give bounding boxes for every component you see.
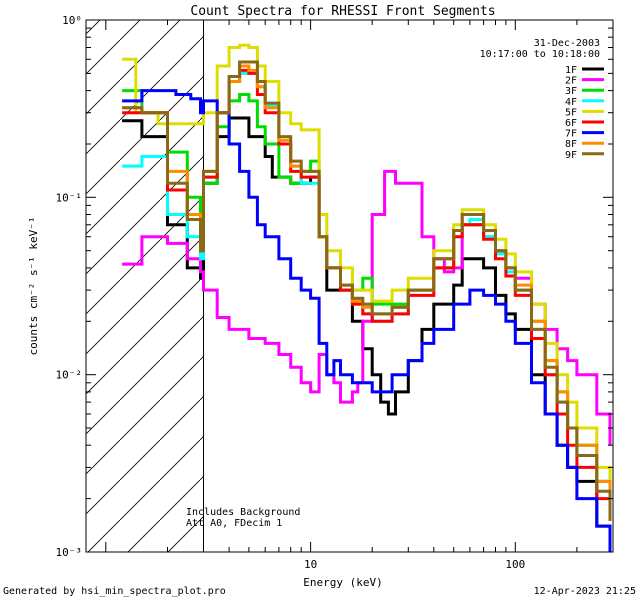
- legend-label-3F: 3F: [565, 86, 577, 97]
- legend-label-9F: 9F: [565, 150, 577, 161]
- legend-label-2F: 2F: [565, 76, 577, 87]
- y-tick-label: 10⁻³: [56, 546, 83, 559]
- legend-label-7F: 7F: [565, 129, 577, 140]
- legend-label-1F: 1F: [565, 65, 577, 76]
- plot-frame: [85, 19, 614, 553]
- y-tick-label: 10⁰: [62, 14, 82, 27]
- y-tick-label: 10⁻²: [56, 369, 83, 382]
- attenuator-hatch-region: [86, 20, 204, 552]
- y-axis-label: counts cm⁻² s⁻¹ keV⁻¹: [27, 216, 40, 355]
- x-axis-label: Energy (keV): [303, 576, 382, 589]
- x-tick-label: 100: [505, 558, 525, 571]
- axis-ticks: 10 100 10⁻³ 10⁻² 10⁻¹ 10⁰: [56, 14, 614, 571]
- note-background: Includes Background: [186, 507, 300, 518]
- x-tick-label: 10: [304, 558, 317, 571]
- series-line-2F: [122, 169, 612, 446]
- time-range-label: 10:17:00 to 10:18:00: [480, 49, 600, 60]
- footer-timestamp: 12-Apr-2023 21:25: [534, 586, 636, 597]
- note-attenuator: Att A0, FDecim 1: [186, 518, 282, 529]
- date-label: 31-Dec-2003: [534, 38, 600, 49]
- legend-label-4F: 4F: [565, 97, 577, 108]
- chart-title: Count Spectra for RHESSI Front Segments: [190, 4, 495, 19]
- legend-label-8F: 8F: [565, 139, 577, 150]
- footer-generated-by: Generated by hsi_min_spectra_plot.pro: [3, 586, 226, 597]
- legend-label-5F: 5F: [565, 107, 577, 118]
- series-line-9F: [122, 60, 612, 521]
- series-group: [122, 43, 612, 552]
- y-tick-label: 10⁻¹: [56, 191, 83, 204]
- legend-label-6F: 6F: [565, 118, 577, 129]
